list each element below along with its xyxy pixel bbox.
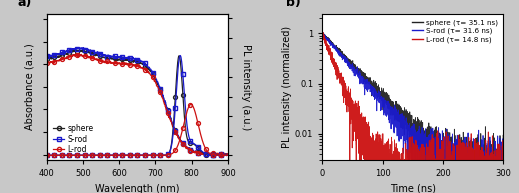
Y-axis label: Absorbance (a.u.): Absorbance (a.u.)	[25, 43, 35, 130]
Text: a): a)	[18, 0, 32, 9]
X-axis label: Time (ns): Time (ns)	[390, 184, 436, 193]
X-axis label: Wavelength (nm): Wavelength (nm)	[95, 184, 180, 193]
Legend: sphere, S-rod, L-rod: sphere, S-rod, L-rod	[50, 122, 95, 156]
Y-axis label: PL intensity (normalized): PL intensity (normalized)	[282, 26, 292, 148]
Y-axis label: PL intensity (a.u.): PL intensity (a.u.)	[241, 44, 251, 130]
Legend: sphere (τ= 35.1 ns), S-rod (τ= 31.6 ns), L-rod (τ= 14.8 ns): sphere (τ= 35.1 ns), S-rod (τ= 31.6 ns),…	[410, 17, 500, 45]
Text: b): b)	[286, 0, 301, 9]
